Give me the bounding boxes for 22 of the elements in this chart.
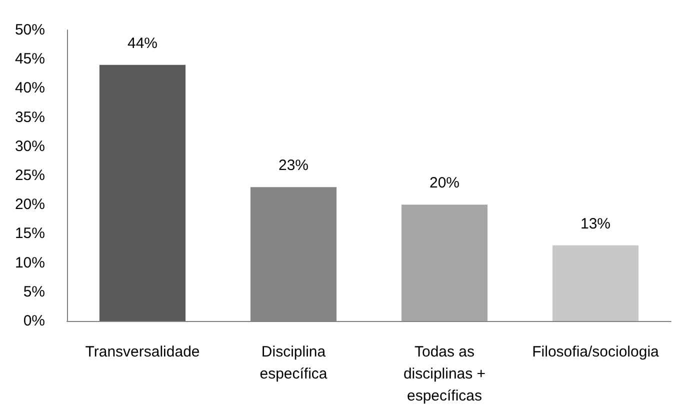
y-tick-label: 15% [14,225,45,242]
y-tick-label: 40% [14,80,45,97]
y-tick-label: 30% [14,138,45,155]
y-tick-label: 20% [14,196,45,214]
y-tick-label: 10% [14,254,45,272]
y-tick-label: 35% [14,108,45,126]
bar [401,204,488,321]
x-tick-label: Todas as disciplinas + específicas [403,344,486,404]
data-label: 44% [127,34,158,52]
bar [99,64,186,321]
x-tick-label: Disciplina específica [260,344,328,382]
data-label: 20% [429,174,460,192]
y-tick-label: 25% [14,167,45,184]
data-label: 23% [278,157,309,174]
y-tick-label: 0% [23,312,45,330]
x-tick-label: Transversalidade [85,344,200,360]
y-tick-label: 45% [14,50,45,68]
y-tick-label: 50% [14,22,45,38]
x-tick-label: Filosofia/sociologia [532,344,660,360]
y-tick-label: 5% [23,283,45,300]
bar [552,245,639,321]
data-label: 13% [580,215,611,232]
